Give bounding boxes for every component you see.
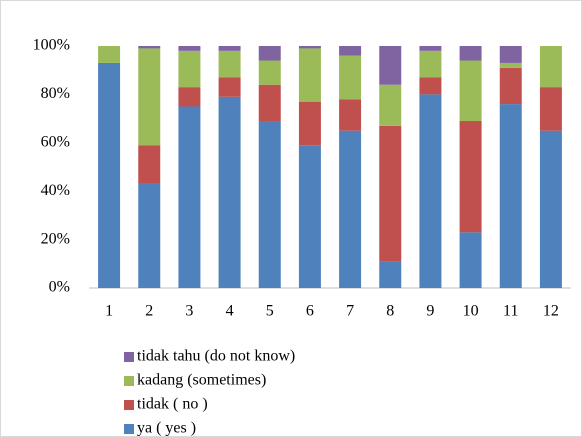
x-tick-label: 7 — [346, 303, 354, 320]
x-tick-label: 11 — [503, 303, 518, 320]
legend-label: tidak ( no ) — [137, 396, 208, 413]
x-tick-label: 4 — [226, 303, 234, 320]
bar-segment — [258, 60, 281, 85]
bar-segment — [178, 46, 201, 51]
bar-segment — [138, 145, 161, 184]
bar-segment — [419, 46, 442, 51]
bar-segment — [298, 46, 321, 49]
bar-segment — [459, 121, 482, 233]
legend-swatch — [124, 400, 134, 410]
bar-segment — [459, 232, 482, 288]
bar-segment — [379, 46, 402, 85]
bar-segment — [218, 96, 241, 288]
bar-segment — [98, 62, 121, 288]
y-tick-label: 100% — [33, 37, 70, 54]
bar-segment — [499, 104, 522, 288]
y-tick-label: 40% — [41, 182, 70, 199]
legend-label: ya ( yes ) — [137, 420, 196, 437]
bar-segment — [178, 50, 201, 88]
bar-segment — [298, 101, 321, 146]
bar-segment — [298, 145, 321, 288]
bar-segment — [258, 121, 281, 289]
bar-segment — [539, 130, 562, 288]
bar-segment — [499, 62, 522, 68]
x-tick-label: 2 — [145, 303, 153, 320]
bar-segment — [419, 94, 442, 289]
legend-label: kadang (sometimes) — [137, 372, 266, 389]
bar-segment — [499, 67, 522, 105]
bar-segment — [98, 46, 121, 63]
bar-segment — [379, 125, 402, 262]
bar-segment — [339, 46, 362, 56]
bar-segment — [499, 46, 522, 63]
bar-segment — [138, 48, 161, 146]
bar-segment — [218, 46, 241, 51]
bar-segment — [539, 87, 562, 131]
legend-swatch — [124, 352, 134, 362]
bar-segment — [459, 60, 482, 122]
bar-segment — [539, 46, 562, 88]
bar-segment — [138, 183, 161, 288]
y-tick-label: 0% — [49, 279, 70, 296]
bar-segment — [339, 130, 362, 288]
bar-segment — [178, 87, 201, 107]
y-tick-label: 80% — [41, 85, 70, 102]
x-tick-label: 8 — [386, 303, 394, 320]
x-tick-label: 5 — [266, 303, 274, 320]
legend-swatch — [124, 376, 134, 386]
bar-segment — [459, 46, 482, 61]
bar-segment — [258, 84, 281, 122]
y-tick-label: 60% — [41, 133, 70, 150]
x-tick-label: 6 — [306, 303, 314, 320]
bar-segment — [258, 46, 281, 61]
x-tick-label: 9 — [426, 303, 434, 320]
bar-segment — [298, 48, 321, 102]
bar-segment — [379, 261, 402, 288]
y-tick-label: 20% — [41, 230, 70, 247]
bar-segment — [218, 77, 241, 97]
legend-swatch — [124, 424, 134, 434]
bar-segment — [178, 106, 201, 288]
bar-segment — [138, 46, 161, 49]
x-tick-label: 12 — [543, 303, 559, 320]
legend-label: tidak tahu (do not know) — [137, 348, 295, 365]
x-tick-label: 3 — [185, 303, 193, 320]
x-tick-label: 1 — [105, 303, 113, 320]
bar-segment — [339, 55, 362, 100]
bar-segment — [419, 50, 442, 78]
bar-segment — [339, 99, 362, 131]
bar-segment — [218, 50, 241, 78]
bar-segment — [419, 77, 442, 95]
x-tick-label: 10 — [463, 303, 479, 320]
bar-segment — [379, 84, 402, 126]
